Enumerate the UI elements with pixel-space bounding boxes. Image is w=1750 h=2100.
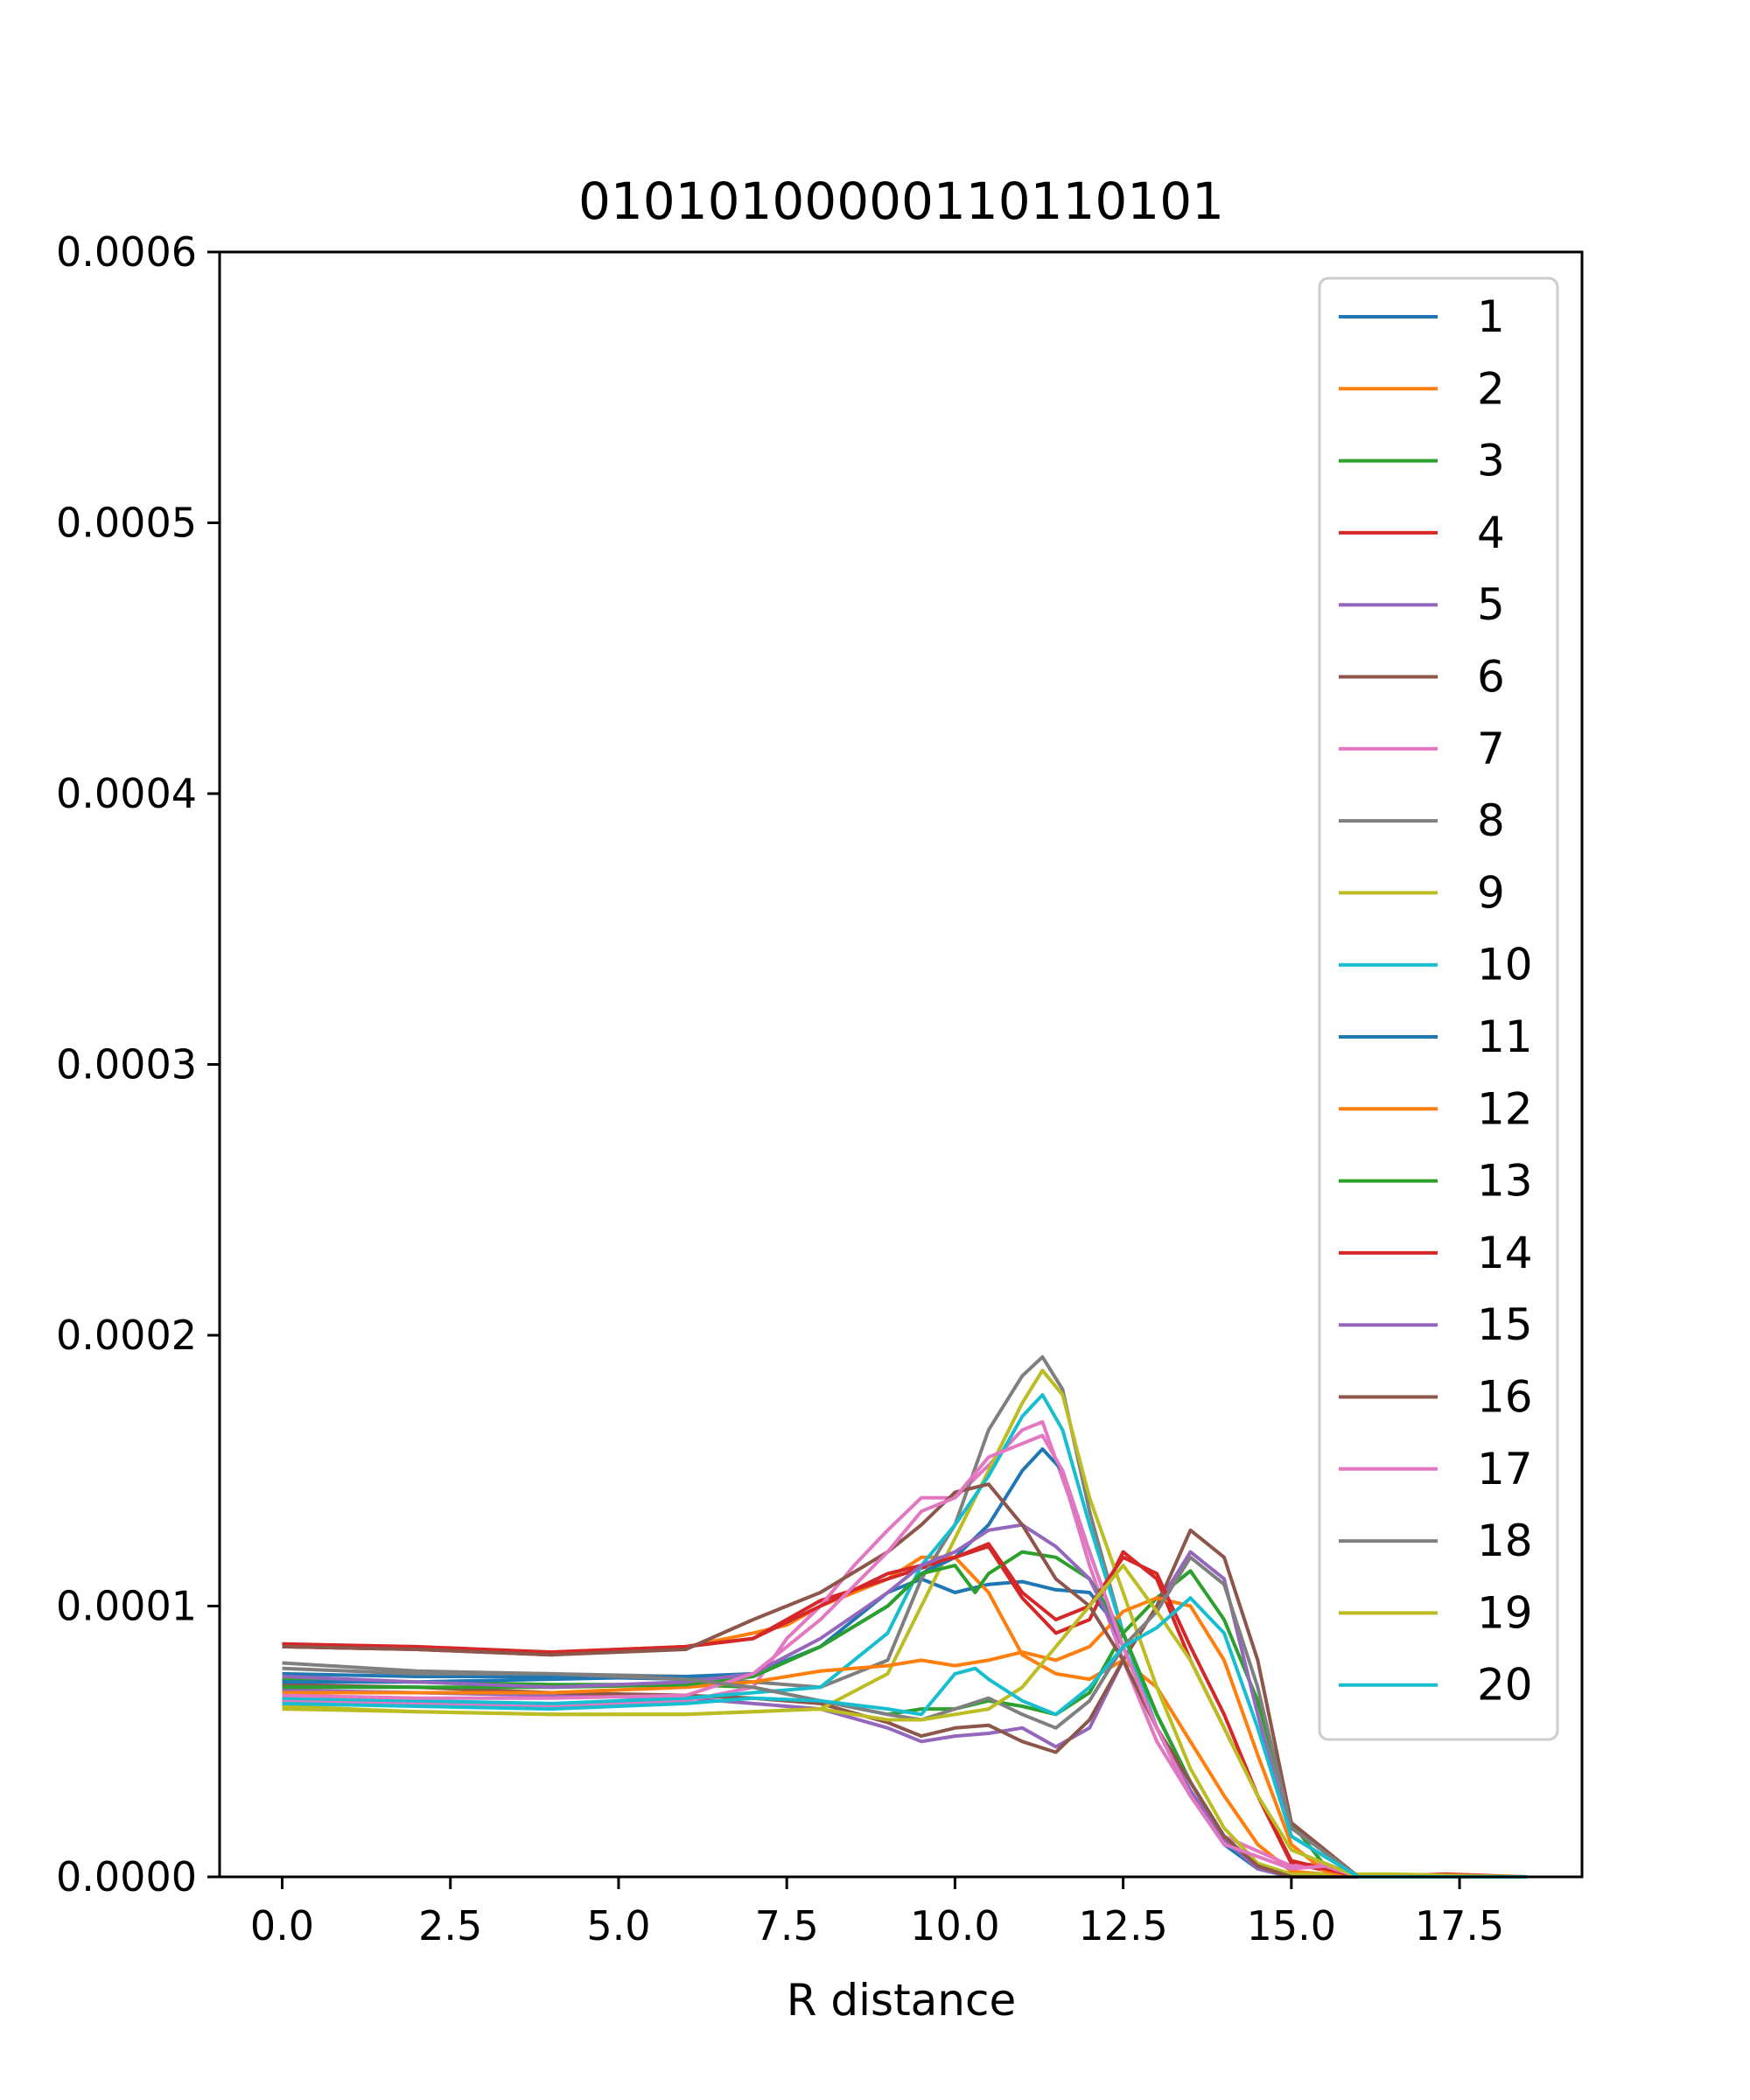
legend-label: 14	[1477, 1228, 1533, 1278]
x-tick-label: 10.0	[910, 1902, 999, 1950]
series-line-2	[282, 1555, 1527, 1879]
series-line-16	[282, 1482, 1527, 1879]
legend-label: 18	[1477, 1516, 1533, 1566]
legend-label: 17	[1477, 1444, 1533, 1494]
legend-label: 19	[1477, 1587, 1533, 1638]
legend-label: 5	[1477, 579, 1505, 630]
x-tick-label: 5.0	[586, 1902, 650, 1950]
x-tick-label: 17.5	[1415, 1902, 1504, 1950]
legend-label: 15	[1477, 1299, 1533, 1350]
y-tick-label: 0.0004	[56, 770, 197, 817]
series-line-20	[282, 1596, 1527, 1879]
y-tick-label: 0.0000	[56, 1853, 197, 1900]
series-line-5	[282, 1550, 1527, 1879]
legend-label: 20	[1477, 1660, 1533, 1711]
legend-label: 1	[1477, 291, 1505, 342]
legend-box	[1318, 276, 1559, 1741]
legend-label: 10	[1477, 940, 1533, 990]
legend-label: 3	[1477, 436, 1505, 486]
y-tick-label: 0.0006	[56, 228, 197, 276]
y-tick-label: 0.0003	[56, 1041, 197, 1088]
x-tick-label: 2.5	[418, 1902, 482, 1950]
series-line-19	[282, 1564, 1527, 1879]
chart-title: 01010100000110110101	[578, 172, 1224, 231]
legend-label: 8	[1477, 795, 1505, 846]
series-line-18	[282, 1555, 1527, 1879]
legend-label: 4	[1477, 508, 1505, 558]
y-tick-label: 0.0001	[56, 1583, 197, 1630]
legend-label: 9	[1477, 867, 1505, 918]
legend-label: 13	[1477, 1156, 1533, 1207]
y-tick-label: 0.0005	[56, 500, 197, 547]
x-axis: 0.0 2.5 5.0 7.5 10.0 12.5 15.0 17.5	[250, 1877, 1504, 1950]
legend-label: 6	[1477, 652, 1505, 703]
legend-label: 12	[1477, 1083, 1533, 1134]
x-tick-label: 7.5	[755, 1902, 819, 1950]
x-tick-label: 12.5	[1078, 1902, 1167, 1950]
legend-label: 16	[1477, 1372, 1533, 1423]
y-tick-label: 0.0002	[56, 1312, 197, 1359]
x-tick-label: 0.0	[250, 1902, 314, 1950]
legend-label: 11	[1477, 1012, 1533, 1062]
series-layer	[282, 1354, 1528, 1879]
y-axis: 0.0000 0.0001 0.0002 0.0003 0.0004 0.0005 0.00…	[56, 228, 220, 1900]
legend-label: 2	[1477, 363, 1505, 414]
legend-label: 7	[1477, 724, 1505, 774]
x-tick-label: 15.0	[1247, 1902, 1336, 1950]
x-axis-label: R distance	[787, 1975, 1017, 2026]
